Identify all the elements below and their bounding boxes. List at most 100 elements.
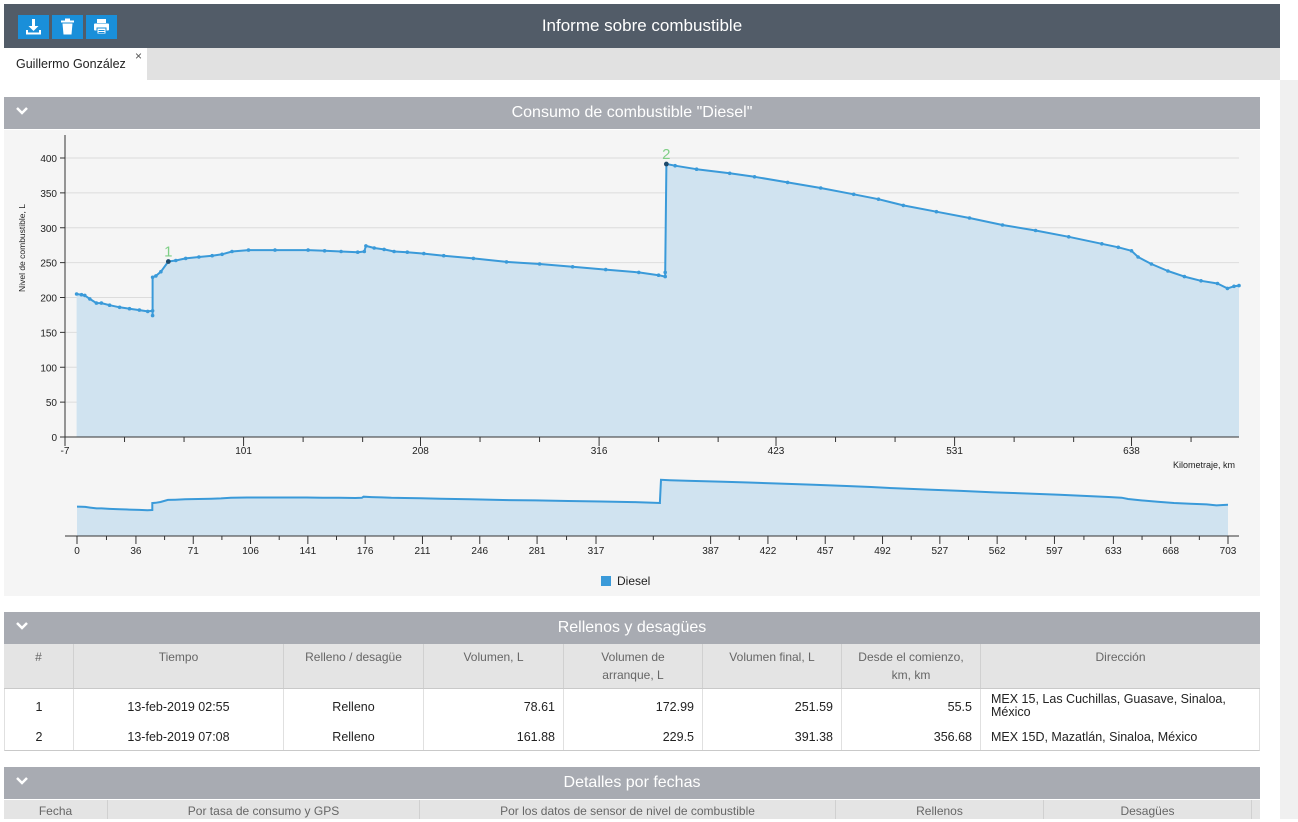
tab-report[interactable]: Guillermo González × <box>4 48 147 80</box>
data-point <box>1182 274 1187 279</box>
print-icon <box>94 19 109 35</box>
data-point <box>471 256 476 261</box>
table-cell: 356.68 <box>842 725 981 750</box>
x-tick-label: 208 <box>412 446 429 457</box>
refills-table-header: # Tiempo Relleno / desagüe Volumen, L Vo… <box>4 644 1260 689</box>
y-tick-label: 100 <box>40 363 57 374</box>
y-tick-label: 300 <box>40 224 57 235</box>
refill-marker-label: 1 <box>164 244 172 261</box>
table-cell: 251.59 <box>703 689 842 725</box>
data-point <box>603 267 608 272</box>
print-button[interactable] <box>86 15 117 39</box>
refills-table-body: 1 13-feb-2019 02:55 Relleno 78.61 172.99… <box>4 689 1260 751</box>
column-header[interactable]: Relleno / desagüe <box>284 644 424 688</box>
navigator-line <box>76 478 1229 512</box>
fuel-chart[interactable]: 1 2 0 50 100 150 200 250 300 350 400 Nivel de comb… <box>4 130 1260 596</box>
data-point <box>673 163 677 168</box>
data-point <box>1166 269 1170 273</box>
x-tick-label: 316 <box>591 446 608 457</box>
column-header[interactable]: Volumen final, L <box>703 644 842 688</box>
data-point <box>99 301 104 305</box>
data-point <box>392 249 396 254</box>
delete-button[interactable] <box>52 15 83 39</box>
data-point <box>246 248 251 252</box>
y-tick-label: 0 <box>51 433 57 444</box>
column-header[interactable]: Dirección <box>1095 650 1146 664</box>
data-point <box>1129 249 1134 253</box>
refills-panel-title: Rellenos y desagües <box>557 619 707 636</box>
data-point <box>663 274 667 279</box>
data-point <box>663 270 667 275</box>
column-header[interactable]: Rellenos <box>836 800 1044 819</box>
navigator-tick-label: 597 <box>1046 546 1063 557</box>
chevron-down-icon[interactable] <box>15 621 29 631</box>
data-point <box>752 175 757 179</box>
data-point <box>382 247 386 252</box>
navigator-tick-label: 457 <box>817 546 834 557</box>
y-axis-label: Nivel de combustible, L <box>17 204 27 292</box>
data-point <box>88 297 92 301</box>
data-point <box>74 292 79 296</box>
column-header[interactable]: Desagües <box>1044 800 1252 819</box>
table-cell: 13-feb-2019 02:55 <box>74 689 284 725</box>
data-point <box>851 192 856 197</box>
trash-icon <box>61 18 74 35</box>
data-point <box>1232 284 1236 289</box>
navigator-tick-label: 71 <box>188 546 200 557</box>
data-point <box>174 258 178 263</box>
data-point <box>117 305 122 310</box>
x-tick-label: 423 <box>768 446 785 457</box>
navigator-tick-label: 562 <box>989 546 1006 557</box>
data-point <box>150 313 155 318</box>
data-point <box>637 270 641 275</box>
data-point <box>967 216 972 220</box>
data-point <box>1100 242 1104 246</box>
legend[interactable]: Diesel <box>601 574 650 588</box>
download-button[interactable] <box>18 15 49 39</box>
details-panel-title: Detalles por fechas <box>563 774 701 791</box>
page-title: Informe sobre combustible <box>541 16 743 35</box>
column-header[interactable]: Volumen de arranque, L <box>564 644 703 688</box>
navigator-tick-label: 633 <box>1105 546 1122 557</box>
refill-marker-point <box>663 161 669 167</box>
chart-panel-header[interactable]: Consumo de combustible "Diesel" <box>4 97 1260 129</box>
data-point <box>1000 223 1005 227</box>
navigator-tick-label: 527 <box>931 546 948 557</box>
column-header[interactable]: Desde el comienzo, km, km <box>842 644 981 688</box>
navigator-area <box>77 479 1228 536</box>
close-icon[interactable]: × <box>135 49 143 63</box>
x-tick-label: 531 <box>946 446 963 457</box>
table-cell: 2 <box>5 725 74 750</box>
chevron-down-icon[interactable] <box>15 106 29 116</box>
data-point <box>934 209 939 214</box>
refills-panel-header[interactable]: Rellenos y desagües <box>4 612 1260 644</box>
column-header[interactable]: Por los datos de sensor de nivel de comb… <box>420 800 836 819</box>
table-cell: 55.5 <box>842 689 981 725</box>
column-header[interactable]: Tiempo <box>74 644 284 688</box>
y-tick-label: 350 <box>40 189 57 200</box>
data-point <box>727 171 732 176</box>
column-header[interactable]: # <box>4 644 74 688</box>
data-point <box>150 309 155 313</box>
data-point <box>876 197 881 201</box>
data-point <box>273 248 277 252</box>
data-point <box>1215 281 1220 286</box>
column-header[interactable]: Volumen, L <box>424 644 564 688</box>
data-point <box>1149 262 1154 266</box>
chevron-down-icon[interactable] <box>15 776 29 786</box>
column-header[interactable]: Por tasa de consumo y GPS <box>108 800 420 819</box>
column-header[interactable]: Fecha <box>4 800 108 819</box>
table-cell: Relleno <box>284 725 424 750</box>
x-axis-label: Kilometraje, km <box>1173 460 1235 470</box>
data-point <box>107 303 112 307</box>
series-area-diesel <box>76 164 1240 437</box>
data-point <box>422 251 426 256</box>
scrollbar[interactable] <box>1280 80 1298 819</box>
navigator-tick-label: 176 <box>357 546 374 557</box>
data-point <box>339 249 343 254</box>
y-tick-label: 400 <box>40 154 57 165</box>
data-point <box>145 309 150 314</box>
data-point <box>1066 235 1071 239</box>
details-panel-header[interactable]: Detalles por fechas <box>4 767 1260 799</box>
navigator-tick-label: 281 <box>529 546 546 557</box>
